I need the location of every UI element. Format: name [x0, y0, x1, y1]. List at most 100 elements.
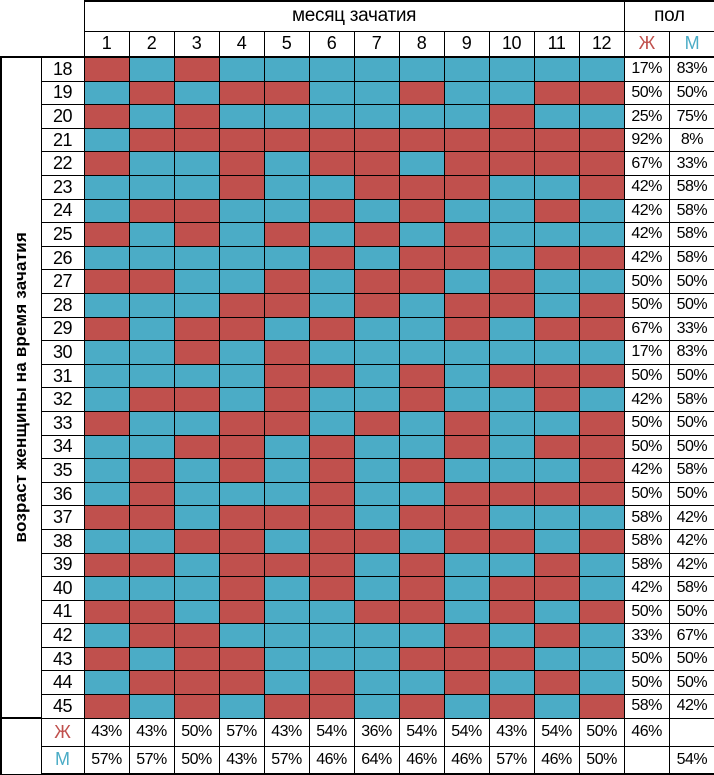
boy-cell: [443, 576, 490, 601]
boy-cell: [533, 269, 580, 294]
boy-cell: [308, 222, 355, 247]
boy-cell: [83, 127, 130, 153]
boy-cell: [488, 623, 535, 648]
age-label: 31: [40, 363, 85, 389]
boy-cell: [488, 175, 535, 200]
boy-cell: [218, 694, 265, 719]
boy-cell: [83, 458, 130, 483]
boy-cell: [578, 505, 625, 530]
boy-cell: [578, 269, 625, 294]
month-number: 1: [83, 30, 130, 58]
girl-cell: [398, 552, 445, 578]
boy-cell: [218, 340, 265, 365]
boy-cell: [443, 104, 490, 129]
boy-cell: [488, 458, 535, 483]
age-row-26: 26 42% 58%: [1, 245, 714, 271]
girl-cell: [83, 316, 130, 342]
row-male-percent: 58%: [668, 387, 714, 412]
boy-cell: [263, 458, 310, 483]
month-number: 8: [398, 30, 445, 58]
boy-cell: [398, 292, 445, 318]
row-female-percent: 92%: [623, 127, 670, 153]
boy-cell: [218, 56, 265, 82]
boy-cell: [443, 387, 490, 412]
girl-cell: [173, 127, 220, 153]
month-number: 5: [263, 30, 310, 58]
row-male-percent: 50%: [668, 646, 714, 672]
boy-cell: [173, 269, 220, 294]
boy-cell: [128, 340, 175, 365]
boy-cell: [83, 481, 130, 507]
boy-cell: [398, 623, 445, 648]
boy-cell: [398, 528, 445, 554]
girl-cell: [533, 552, 580, 578]
col-male-percent: 46%: [398, 745, 445, 775]
girl-cell: [533, 245, 580, 271]
boy-cell: [398, 434, 445, 460]
girl-cell: [218, 670, 265, 696]
boy-cell: [263, 56, 310, 82]
month-number: 3: [173, 30, 220, 58]
girl-cell: [578, 245, 625, 271]
girl-cell: [488, 528, 535, 554]
girl-cell: [443, 151, 490, 176]
boy-cell: [578, 56, 625, 82]
age-label: 40: [40, 576, 85, 601]
boy-cell: [353, 458, 400, 483]
row-male-percent: 50%: [668, 292, 714, 318]
girl-cell: [398, 387, 445, 412]
age-row-29: 29 67% 33%: [1, 316, 714, 342]
girl-cell: [128, 387, 175, 412]
col-female-percent: 36%: [353, 717, 400, 747]
col-female-percent: 50%: [173, 717, 220, 747]
girl-cell: [128, 599, 175, 625]
girl-cell: [263, 694, 310, 719]
girl-cell: [488, 269, 535, 294]
boy-cell: [128, 694, 175, 719]
total-male-percent: 54%: [668, 745, 714, 775]
col-female-percent: 57%: [218, 717, 265, 747]
boy-cell: [533, 505, 580, 530]
girl-cell: [533, 198, 580, 224]
girl-cell: [128, 198, 175, 224]
age-label: 38: [40, 528, 85, 554]
boy-cell: [443, 363, 490, 389]
girl-cell: [578, 127, 625, 153]
girl-cell: [533, 127, 580, 153]
age-row-25: 25 42% 58%: [1, 222, 714, 247]
boy-cell: [83, 434, 130, 460]
row-female-percent: 50%: [623, 292, 670, 318]
row-female-percent: 58%: [623, 505, 670, 530]
boy-cell: [443, 458, 490, 483]
girl-cell: [83, 599, 130, 625]
girl-cell: [83, 552, 130, 578]
summary-corner-blank-cell: [0, 717, 42, 775]
age-label: 36: [40, 481, 85, 507]
boy-cell: [578, 198, 625, 224]
boy-cell: [353, 694, 400, 719]
age-label: 37: [40, 505, 85, 530]
girl-cell: [443, 434, 490, 460]
girl-cell: [128, 269, 175, 294]
female-column-header: Ж: [623, 30, 670, 58]
girl-cell: [173, 670, 220, 696]
age-label: 18: [40, 56, 85, 82]
boy-cell: [443, 694, 490, 719]
row-male-percent: 50%: [668, 481, 714, 507]
age-label: 27: [40, 269, 85, 294]
row-female-percent: 50%: [623, 434, 670, 460]
boy-cell: [578, 623, 625, 648]
girl-cell: [398, 269, 445, 294]
row-female-percent: 50%: [623, 670, 670, 696]
boy-cell: [578, 576, 625, 601]
boy-cell: [308, 387, 355, 412]
age-label: 32: [40, 387, 85, 412]
boy-cell: [398, 56, 445, 82]
age-row-21: 21 92% 8%: [1, 127, 714, 153]
age-label: 25: [40, 222, 85, 247]
boy-cell: [308, 410, 355, 436]
boy-cell: [308, 646, 355, 672]
girl-cell: [488, 151, 535, 176]
row-male-percent: 50%: [668, 434, 714, 460]
